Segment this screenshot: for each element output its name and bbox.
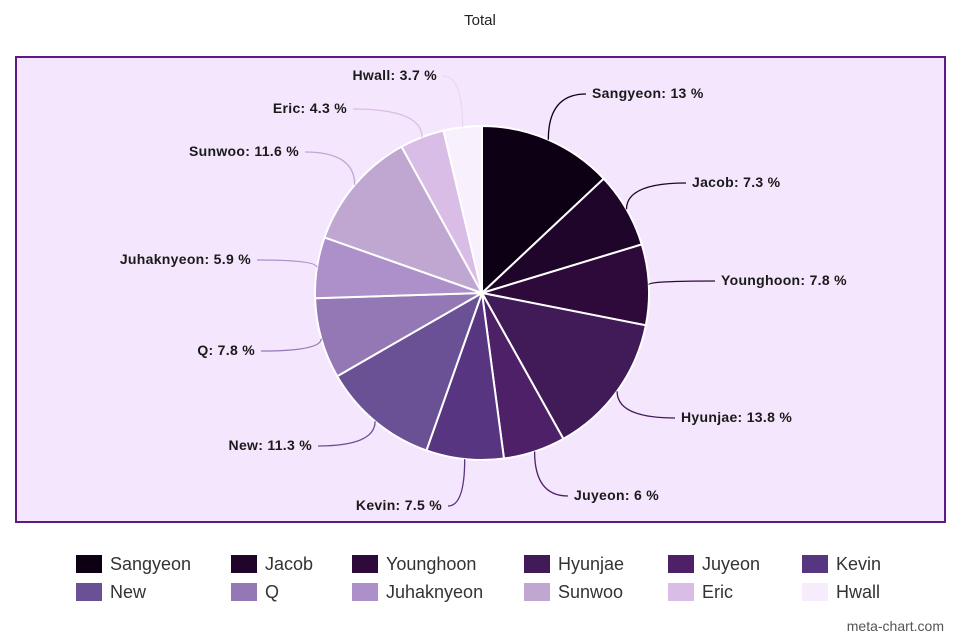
legend-item-new[interactable]: New — [76, 578, 231, 606]
pie-slice-hwall[interactable] — [442, 124, 483, 294]
slice-label: Eric: 4.3 % — [273, 100, 347, 116]
legend-swatch — [668, 583, 694, 601]
legend-item-eric[interactable]: Eric — [668, 578, 802, 606]
leader-line — [547, 93, 587, 140]
leader-line — [625, 182, 687, 210]
legend-label: Kevin — [836, 553, 882, 574]
legend-item-kevin[interactable]: Kevin — [802, 550, 916, 578]
legend-swatch — [668, 555, 694, 573]
leader-line — [352, 108, 423, 138]
legend-item-sangyeon[interactable]: Sangyeon — [76, 550, 231, 578]
legend-swatch — [352, 583, 378, 601]
pie-slice-sangyeon[interactable] — [481, 124, 606, 296]
legend-label: Sunwoo — [558, 581, 624, 602]
legend-item-hyunjae[interactable]: Hyunjae — [524, 550, 668, 578]
legend-swatch — [231, 583, 257, 601]
legend-label: Juyeon — [702, 553, 761, 574]
pie-slice-hyunjae[interactable] — [480, 291, 648, 441]
legend-swatch — [231, 555, 257, 573]
leader-line — [616, 391, 676, 419]
legend-label: Eric — [702, 581, 733, 602]
legend-swatch — [802, 583, 828, 601]
legend-item-younghoon[interactable]: Younghoon — [352, 550, 524, 578]
legend-label: New — [110, 581, 147, 602]
legend-item-juyeon[interactable]: Juyeon — [668, 550, 802, 578]
legend-swatch — [352, 555, 378, 573]
legend-label: Jacob — [265, 553, 314, 574]
slice-label: Kevin: 7.5 % — [356, 497, 442, 513]
slice-label: Younghoon: 7.8 % — [721, 272, 847, 288]
legend-item-sunwoo[interactable]: Sunwoo — [524, 578, 668, 606]
slice-label: Hwall: 3.7 % — [352, 67, 437, 83]
slice-label: Juhaknyeon: 5.9 % — [120, 251, 251, 267]
slice-label: Sunwoo: 11.6 % — [189, 143, 299, 159]
watermark: meta-chart.com — [846, 618, 944, 634]
legend-item-juhaknyeon[interactable]: Juhaknyeon — [352, 578, 524, 606]
slice-label: Hyunjae: 13.8 % — [681, 409, 792, 425]
legend-label: Hyunjae — [558, 553, 625, 574]
leader-line — [442, 75, 464, 128]
leader-line — [533, 451, 569, 497]
slice-label: Sangyeon: 13 % — [592, 85, 704, 101]
slice-label: Q: 7.8 % — [197, 342, 255, 358]
legend-row: Sangyeon Jacob Younghoon Hyunjae Juyeon Kevin — [76, 550, 916, 578]
chart-title: Total — [464, 12, 496, 29]
leader-line — [256, 259, 318, 268]
slice-label: Juyeon: 6 % — [574, 487, 659, 503]
legend-swatch — [524, 555, 550, 573]
legend-label: Sangyeon — [110, 553, 192, 574]
leader-line — [447, 459, 466, 507]
leader-line — [304, 151, 356, 185]
legend-item-hwall[interactable]: Hwall — [802, 578, 916, 606]
legend-label: Q — [265, 581, 280, 602]
legend-swatch — [76, 555, 102, 573]
pie-slice-sunwoo[interactable] — [323, 145, 485, 295]
legend-label: Hwall — [836, 581, 881, 602]
legend-item-q[interactable]: Q — [231, 578, 352, 606]
slice-label: New: 11.3 % — [229, 437, 313, 453]
leader-line — [260, 338, 322, 352]
slice-label: Jacob: 7.3 % — [692, 174, 781, 190]
legend-row: New Q Juhaknyeon Sunwoo Eric Hwall — [76, 578, 916, 606]
legend: Sangyeon Jacob Younghoon Hyunjae Juyeon Kevin… — [76, 550, 916, 606]
leader-line — [317, 421, 376, 447]
legend-swatch — [76, 583, 102, 601]
plot-area: Sangyeon: 13 % Jacob: 7.3 % Younghoon: 7.8… — [15, 56, 946, 523]
legend-swatch — [802, 555, 828, 573]
legend-label: Juhaknyeon — [386, 581, 484, 602]
legend-swatch — [524, 583, 550, 601]
pie-chart: Sangyeon: 13 % Jacob: 7.3 % Younghoon: 7.8… — [120, 67, 847, 513]
legend-label: Younghoon — [386, 553, 477, 574]
leader-line — [648, 280, 716, 286]
legend-item-jacob[interactable]: Jacob — [231, 550, 352, 578]
